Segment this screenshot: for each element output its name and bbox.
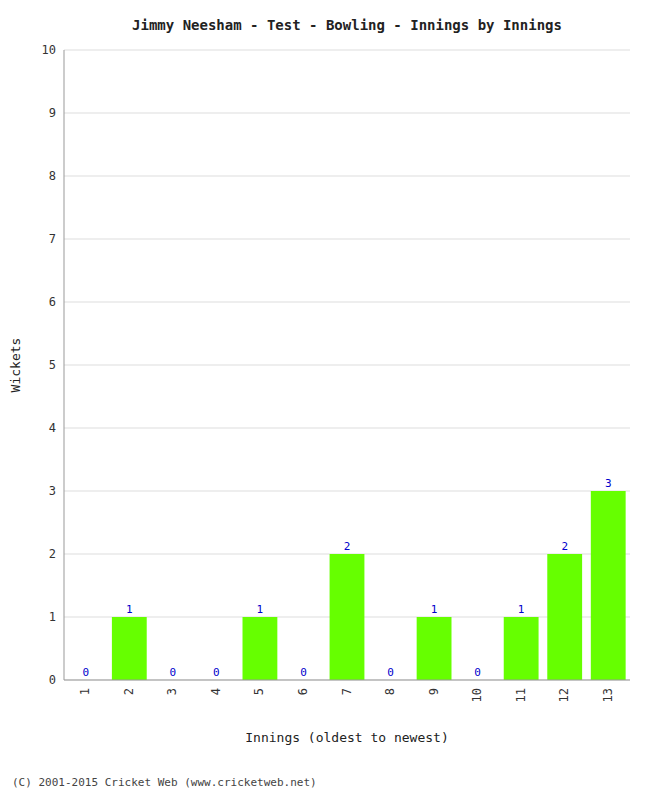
- bar: [504, 617, 539, 680]
- grid-line: [64, 365, 630, 366]
- data-label: 0: [387, 666, 394, 679]
- x-tick-label: 4: [209, 688, 223, 695]
- data-labels: 0 1 0 0 1 0 2 0 1 0 1 2 3: [82, 477, 611, 679]
- x-tick-label: 2: [122, 688, 136, 695]
- data-label: 1: [518, 603, 525, 616]
- y-axis-label: Wickets: [8, 338, 23, 393]
- x-axis-label: Innings (oldest to newest): [245, 730, 449, 745]
- x-tick-label: 7: [340, 688, 354, 695]
- grid-line: [64, 113, 630, 114]
- data-label: 1: [126, 603, 133, 616]
- y-tick-label: 8: [49, 169, 56, 183]
- x-tick-label: 11: [514, 688, 528, 702]
- bar: [243, 617, 278, 680]
- bars: [112, 491, 626, 680]
- bar: [591, 491, 626, 680]
- data-label: 2: [344, 540, 351, 553]
- y-tick-label: 10: [42, 43, 56, 57]
- y-tick-label: 5: [49, 358, 56, 372]
- x-tick-label: 10: [470, 688, 484, 702]
- data-label: 1: [257, 603, 264, 616]
- y-tick-label: 3: [49, 484, 56, 498]
- data-label: 2: [561, 540, 568, 553]
- grid-line: [64, 680, 630, 681]
- data-label: 0: [474, 666, 481, 679]
- grid-line: [64, 491, 630, 492]
- grid-line: [64, 176, 630, 177]
- y-tick-label: 4: [49, 421, 56, 435]
- y-axis-line: [64, 50, 65, 680]
- x-tick-label: 8: [383, 688, 397, 695]
- grid-line: [64, 50, 630, 51]
- x-tick-label: 12: [557, 688, 571, 702]
- bar: [112, 617, 147, 680]
- y-tick-label: 9: [49, 106, 56, 120]
- y-tick-label: 7: [49, 232, 56, 246]
- title: Jimmy Neesham - Test - Bowling - Innings…: [132, 17, 562, 33]
- x-tick-label: 13: [601, 688, 615, 702]
- data-label: 0: [300, 666, 307, 679]
- x-tick-label: 5: [252, 688, 266, 695]
- chart-container: 0123456789100100102010123123456789101112…: [0, 0, 650, 800]
- bar: [330, 554, 365, 680]
- y-tick-label: 2: [49, 547, 56, 561]
- y-tick-label: 6: [49, 295, 56, 309]
- y-tick-label: 0: [49, 673, 56, 687]
- bar: [417, 617, 452, 680]
- x-axis-line: [64, 680, 630, 681]
- y-axis: 0 1 2 3 4 5 6 7 8 9 10: [42, 43, 56, 687]
- x-tick-label: 3: [165, 688, 179, 695]
- grid: [64, 50, 630, 680]
- data-label: 0: [82, 666, 89, 679]
- chart: 0123456789100100102010123123456789101112…: [0, 0, 650, 800]
- x-tick-label: 1: [78, 688, 92, 695]
- bar: [547, 554, 582, 680]
- grid-line: [64, 302, 630, 303]
- grid-line: [64, 239, 630, 240]
- y-tick-label: 1: [49, 610, 56, 624]
- data-label: 0: [170, 666, 177, 679]
- x-tick-label: 6: [296, 688, 310, 695]
- x-axis: 12345678910111213: [78, 688, 614, 702]
- data-label: 3: [605, 477, 612, 490]
- footer: (C) 2001-2015 Cricket Web (www.cricketwe…: [12, 776, 317, 789]
- x-tick-label: 9: [427, 688, 441, 695]
- data-label: 1: [431, 603, 438, 616]
- data-label: 0: [213, 666, 220, 679]
- grid-line: [64, 428, 630, 429]
